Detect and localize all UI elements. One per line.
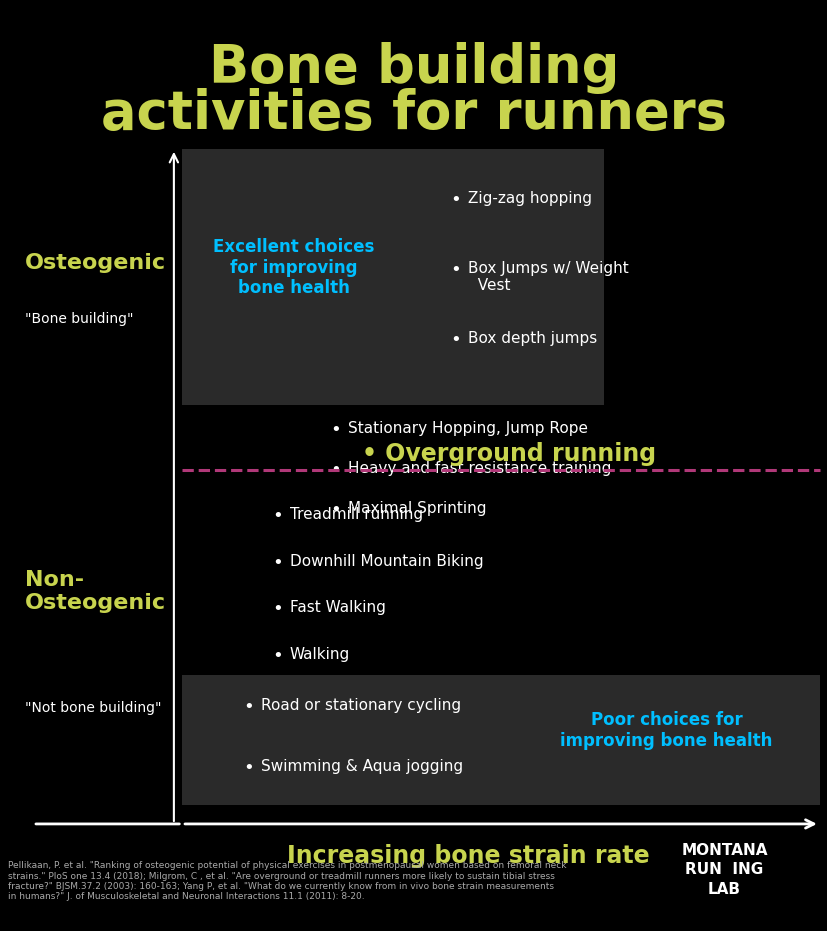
Text: •: • [272, 554, 283, 572]
Text: •: • [272, 507, 283, 525]
Text: Walking: Walking [289, 647, 350, 662]
Text: •: • [272, 600, 283, 618]
Text: Box Jumps w/ Weight
  Vest: Box Jumps w/ Weight Vest [467, 261, 628, 293]
Text: •: • [450, 331, 461, 348]
Text: •: • [243, 759, 254, 776]
Text: Bone building: Bone building [208, 42, 619, 94]
Text: Swimming & Aqua jogging: Swimming & Aqua jogging [261, 759, 462, 774]
Text: Excellent choices
for improving
bone health: Excellent choices for improving bone hea… [213, 237, 374, 298]
Text: Stationary Hopping, Jump Rope: Stationary Hopping, Jump Rope [347, 421, 587, 436]
Text: Increasing bone strain rate: Increasing bone strain rate [286, 844, 648, 869]
Text: Osteogenic: Osteogenic [25, 253, 165, 273]
Text: Pellikaan, P. et al. "Ranking of osteogenic potential of physical exercises in p: Pellikaan, P. et al. "Ranking of osteoge… [8, 861, 566, 901]
Text: Road or stationary cycling: Road or stationary cycling [261, 698, 461, 713]
Text: •: • [450, 191, 461, 209]
Text: "Not bone building": "Not bone building" [25, 700, 161, 715]
Text: activities for runners: activities for runners [101, 88, 726, 141]
Text: •: • [330, 421, 341, 439]
Text: "Bone building": "Bone building" [25, 312, 133, 326]
Text: Non-
Osteogenic: Non- Osteogenic [25, 570, 165, 613]
Bar [182, 149, 604, 405]
Text: MONTANA
RUN  ING
LAB: MONTANA RUN ING LAB [681, 843, 767, 897]
Text: Heavy and fast resistance training: Heavy and fast resistance training [347, 461, 610, 476]
Text: Treadmill running: Treadmill running [289, 507, 423, 522]
Text: •: • [272, 647, 283, 665]
Text: Zig-zag hopping: Zig-zag hopping [467, 191, 591, 206]
Text: Maximal Sprinting: Maximal Sprinting [347, 501, 485, 516]
Text: Box depth jumps: Box depth jumps [467, 331, 596, 345]
Text: •: • [243, 698, 254, 716]
Text: •: • [450, 261, 461, 278]
Text: •: • [330, 501, 341, 519]
Text: Downhill Mountain Biking: Downhill Mountain Biking [289, 554, 483, 569]
Text: •: • [330, 461, 341, 479]
Text: • Overground running: • Overground running [361, 441, 656, 466]
Text: Poor choices for
improving bone health: Poor choices for improving bone health [560, 711, 772, 750]
Bar [182, 675, 819, 805]
Text: Fast Walking: Fast Walking [289, 600, 385, 615]
